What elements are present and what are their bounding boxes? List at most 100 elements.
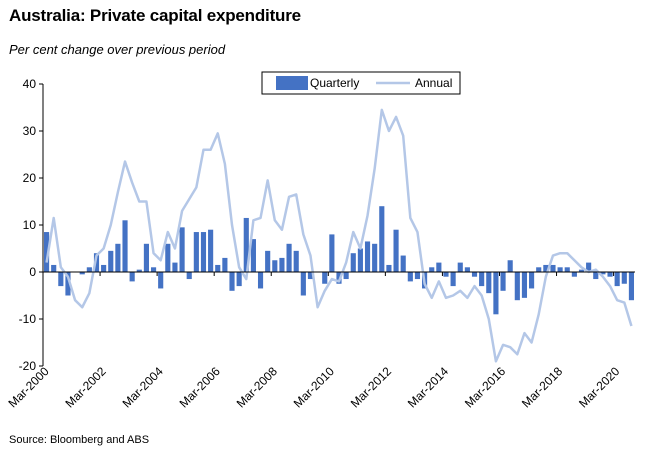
quarterly-bar [122,220,128,272]
quarterly-bar [300,272,306,296]
quarterly-bar [158,272,164,289]
chart-title: Australia: Private capital expenditure [9,6,301,25]
quarterly-bar [471,272,478,277]
x-tick-label: Mar-2014 [405,364,451,410]
quarterly-bar [457,262,463,272]
y-tick-label: 30 [23,124,37,138]
quarterly-bar [329,234,335,272]
quarterly-bar [307,272,314,280]
quarterly-bar [101,264,107,272]
x-tick-label: Mar-2008 [234,364,280,410]
quarterly-bar [436,262,442,272]
quarterly-bar [521,272,528,298]
quarterly-bar [136,269,142,272]
quarterly-bar [450,272,456,287]
quarterly-bar [486,272,492,294]
quarterly-bar [443,272,449,277]
quarterly-bar [44,232,50,272]
quarterly-bar [129,272,135,282]
y-tick-label: -20 [19,359,37,373]
quarterly-bar [578,269,585,272]
quarterly-bar [322,272,328,284]
quarterly-bar [479,272,485,287]
quarterly-bar [222,257,228,272]
x-axis: Mar-2000 Mar-2002 Mar-2004 Mar-2006 Mar-2008… [5,271,635,410]
quarterly-bar [279,257,285,272]
quarterly-bar [543,264,549,272]
quarterly-bar [293,250,299,272]
quarterly-bar [429,267,435,272]
quarterly-bar [257,272,264,289]
quarterly-bar [628,272,635,301]
quarterly-bar [150,267,157,272]
quarterly-bar [407,272,413,282]
quarterly-bar [93,253,100,272]
annual-line-layer [45,108,633,363]
quarterly-bar [243,217,249,272]
quarterly-bar [51,264,57,272]
quarterly-bar [65,272,71,296]
x-tick-label: Mar-2012 [348,364,394,410]
quarterly-bar [400,255,406,272]
quarterly-bar [357,248,363,272]
quarterly-bar [115,243,121,272]
source-note: Source: Bloomberg and ABS [9,434,150,446]
y-tick-label: 40 [23,77,37,91]
quarterly-bar [507,260,513,272]
legend-box [261,71,461,95]
quarterly-bar [600,272,606,275]
quarterly-bar [229,272,235,291]
x-tick-label: Mar-2020 [576,364,622,410]
y-tick-label: -10 [19,312,37,326]
y-tick-label: 20 [23,171,37,185]
quarterly-bars [44,206,635,315]
quarterly-bar [614,272,620,287]
quarterly-bar [343,272,349,280]
quarterly-bar [571,272,577,277]
quarterly-bar [493,272,499,315]
quarterly-bar [58,272,64,287]
quarterly-bar [172,262,178,272]
quarterly-bar [272,260,278,272]
x-tick-label: Mar-2018 [519,364,565,410]
quarterly-bar [372,243,378,272]
y-axis: -20 -10 0 10 20 30 40 [19,77,44,373]
y-tick-label: 10 [23,218,37,232]
quarterly-bar [379,206,385,272]
quarterly-bar [179,227,185,272]
quarterly-bar [165,243,171,272]
quarterly-bar [414,272,421,280]
quarterly-bar [550,264,556,272]
quarterly-bar [215,264,221,272]
quarterly-bar [143,243,149,272]
quarterly-bar [250,239,256,272]
quarterly-bar [364,241,371,272]
legend-label-annual: Annual [415,76,452,90]
quarterly-bar [564,267,570,272]
quarterly-bar [336,272,342,284]
x-tick-label: Mar-2004 [120,364,166,410]
quarterly-bar [186,272,192,280]
quarterly-bar [393,229,399,272]
quarterly-bar [265,250,271,272]
legend-label-quarterly: Quarterly [310,76,359,90]
quarterly-bar [500,272,506,291]
quarterly-bar [193,232,199,272]
quarterly-bar [586,262,592,272]
quarterly-bar [593,272,599,280]
chart-subtitle: Per cent change over previous period [9,42,226,57]
legend-swatch-quarterly [276,76,308,90]
quarterly-bar [108,250,114,272]
y-tick-label: 0 [29,265,36,279]
quarterly-bar [86,267,92,272]
annual-line [45,108,633,363]
quarterly-bar [208,229,214,272]
x-tick-label: Mar-2006 [177,364,223,410]
quarterly-bar [529,272,535,289]
quarterly-bar [350,253,356,272]
quarterly-bar [557,267,563,272]
quarterly-bar [386,264,392,272]
x-tick-label: Mar-2002 [63,364,109,410]
quarterly-bar [79,272,85,275]
